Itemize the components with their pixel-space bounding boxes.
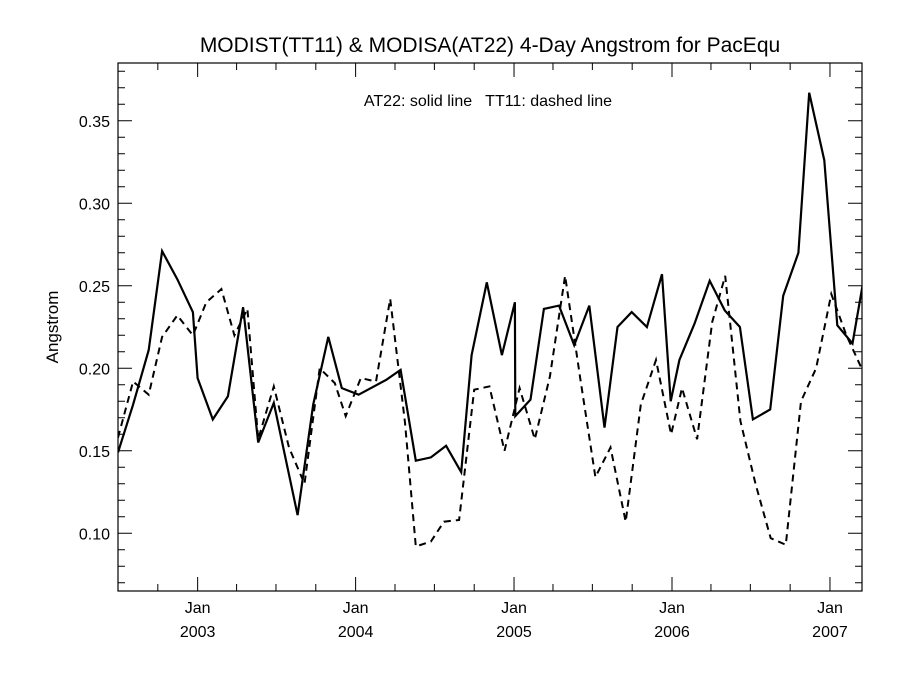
x-tick-month: Jan — [501, 600, 527, 617]
x-tick-month: Jan — [817, 600, 843, 617]
y-tick-label: 0.10 — [79, 526, 110, 543]
axis-ticks: 0.10 0.15 0.20 0.25 0.30 0.35 Jan 2003 Jan 2004 Ja… — [79, 63, 862, 641]
x-tick-year: 2006 — [654, 624, 690, 641]
tt11-dashed-line — [118, 275, 862, 548]
x-tick-year: 2005 — [496, 624, 532, 641]
chart-title: MODIST(TT11) & MODISA(AT22) 4-Day Angstr… — [200, 34, 780, 57]
x-tick-year: 2007 — [812, 624, 848, 641]
y-tick-label: 0.30 — [79, 196, 110, 213]
plot-frame — [117, 62, 863, 592]
y-tick-label: 0.15 — [79, 444, 110, 461]
x-tick-month: Jan — [185, 600, 211, 617]
at22-solid-line — [118, 92, 862, 516]
y-tick-label: 0.35 — [79, 114, 110, 131]
y-axis-label: Angstrom — [43, 291, 62, 364]
x-tick-month: Jan — [343, 600, 369, 617]
y-tick-label: 0.20 — [79, 361, 110, 378]
y-tick-label: 0.25 — [79, 279, 110, 296]
x-tick-year: 2004 — [338, 624, 374, 641]
x-tick-month: Jan — [659, 600, 685, 617]
x-tick-year: 2003 — [180, 624, 216, 641]
series-annotation: AT22: solid line TT11: dashed line — [364, 93, 612, 110]
series-lines — [118, 92, 862, 548]
